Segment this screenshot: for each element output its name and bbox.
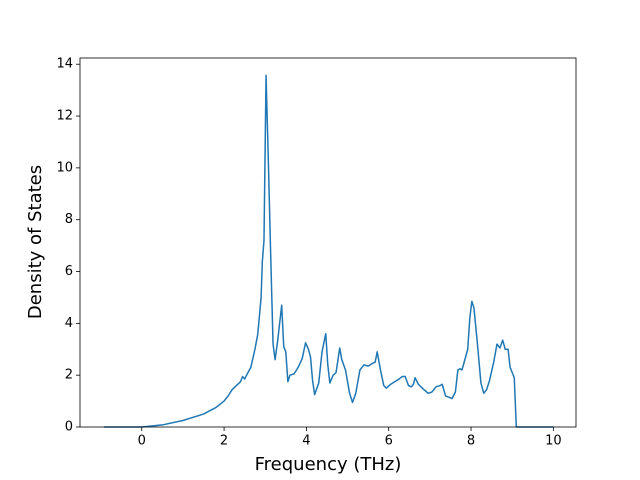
y-tick-label: 8 — [65, 212, 73, 227]
plot-frame — [79, 57, 577, 428]
x-tick-label: 2 — [220, 434, 228, 449]
y-tick-label: 12 — [56, 109, 73, 124]
y-tick-label: 14 — [56, 57, 73, 72]
y-tick-label: 2 — [65, 368, 73, 383]
y-tick-label: 10 — [56, 160, 73, 175]
x-tick-label: 0 — [138, 434, 146, 449]
x-axis-label: Frequency (THz) — [255, 454, 402, 475]
x-tick-label: 8 — [467, 434, 475, 449]
y-tick-label: 6 — [65, 264, 73, 279]
x-tick-label: 4 — [302, 434, 310, 449]
y-axis-label: Density of States — [25, 165, 46, 319]
y-tick-label: 4 — [65, 316, 73, 331]
y-tick-label: 0 — [65, 420, 73, 435]
x-tick-label: 6 — [385, 434, 393, 449]
x-tick-label: 10 — [545, 434, 562, 449]
line-series — [103, 74, 554, 428]
